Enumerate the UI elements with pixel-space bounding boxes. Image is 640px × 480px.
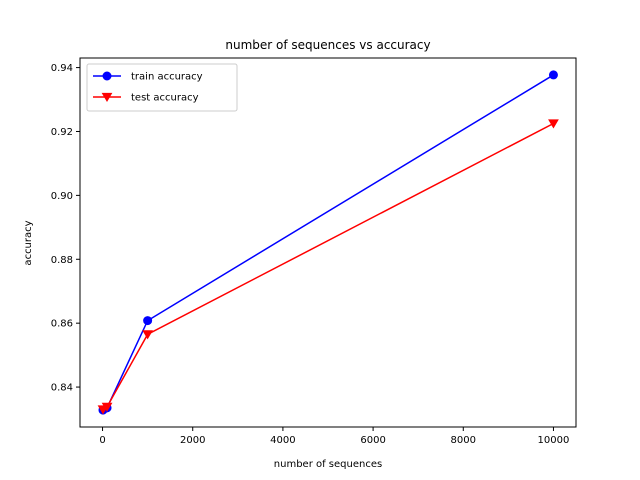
x-tick-label: 10000 <box>538 435 570 446</box>
x-axis: 0 2000 4000 6000 8000 10000 <box>99 427 569 446</box>
data-point <box>548 119 559 129</box>
x-tick-label: 8000 <box>451 435 476 446</box>
y-tick-label: 0.86 <box>51 319 73 330</box>
legend-label: train accuracy <box>131 72 203 83</box>
y-tick-label: 0.92 <box>51 127 73 138</box>
series-test-accuracy <box>97 119 559 415</box>
data-point <box>548 70 558 80</box>
y-axis-label: accuracy <box>23 220 34 265</box>
legend-box <box>86 63 238 112</box>
series-line <box>102 74 554 411</box>
y-tick-label: 0.88 <box>51 255 73 266</box>
y-tick-label: 0.84 <box>51 383 73 394</box>
x-tick-label: 0 <box>99 435 105 446</box>
legend-label: test accuracy <box>131 93 199 104</box>
plot-frame <box>79 57 577 428</box>
legend-marker <box>101 92 113 103</box>
chart-title: number of sequences vs accuracy <box>225 38 430 52</box>
series-train-accuracy <box>98 70 558 415</box>
x-tick-label: 4000 <box>270 435 295 446</box>
x-axis-label: number of sequences <box>274 459 382 470</box>
y-axis: 0.84 0.86 0.88 0.90 0.92 0.94 <box>51 63 80 394</box>
plot-area <box>97 70 559 415</box>
y-tick-label: 0.94 <box>51 63 73 74</box>
legend: train accuracy test accuracy <box>86 63 238 112</box>
legend-item: train accuracy <box>93 71 203 83</box>
legend-item: test accuracy <box>93 93 199 104</box>
legend-marker <box>102 71 112 81</box>
y-tick-label: 0.90 <box>51 191 73 202</box>
series-line <box>102 122 554 411</box>
data-point <box>101 402 113 412</box>
data-point <box>143 316 153 326</box>
data-point <box>142 330 154 340</box>
x-tick-label: 6000 <box>360 435 385 446</box>
x-tick-label: 2000 <box>180 435 205 446</box>
